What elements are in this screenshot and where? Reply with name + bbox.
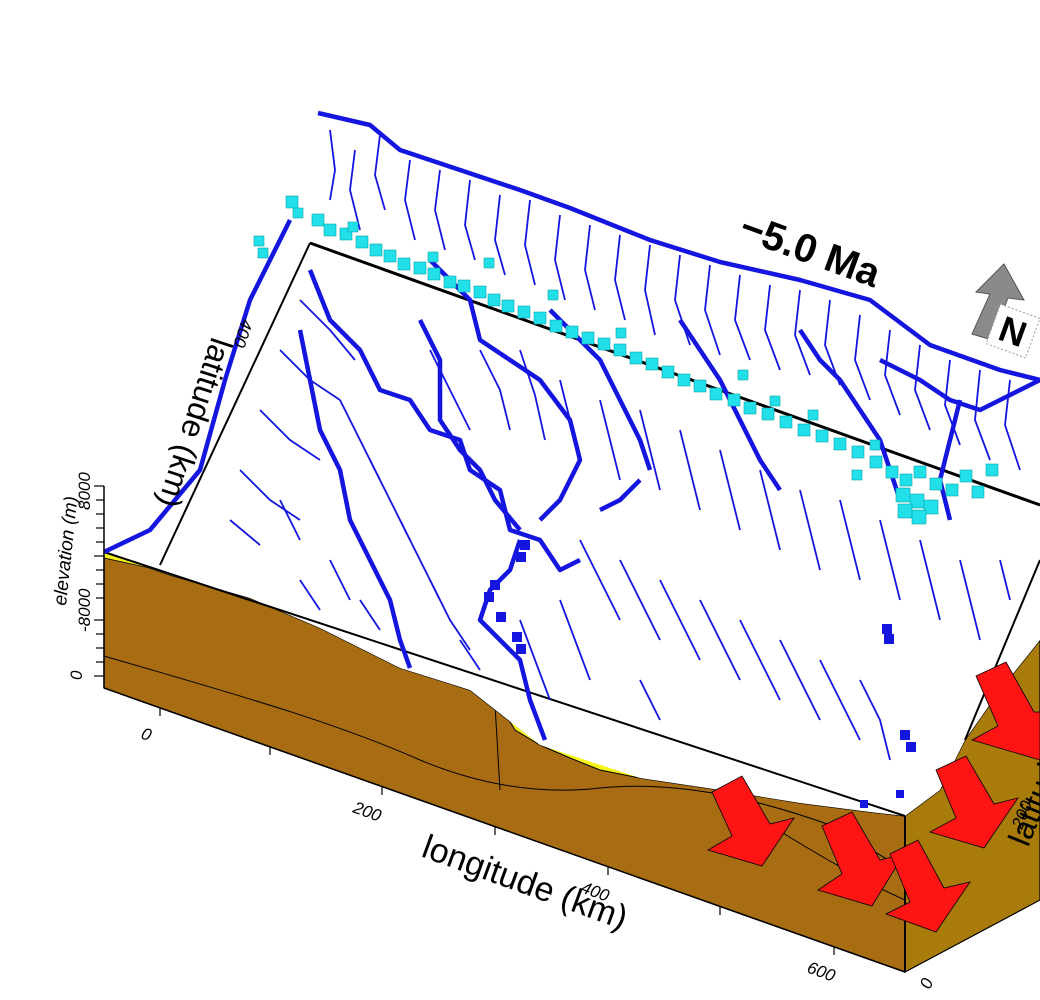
fault-line [494, 704, 501, 791]
red-arrow [928, 755, 1019, 849]
north-arrow: N [971, 263, 1040, 359]
river-tributaries [229, 129, 1021, 761]
red-arrow [817, 811, 905, 907]
longitude-axis-ticks [159, 708, 835, 955]
time-label-box [732, 203, 898, 300]
box-edge-front [103, 551, 906, 817]
box-edge-left [159, 242, 311, 566]
coastline [253, 195, 999, 525]
stratigraphy-line-2 [769, 824, 906, 901]
elevation-axis: 8000 -8000 0 elevation (m) [50, 472, 105, 688]
river-mouth-pixels [484, 540, 916, 808]
elevation-tick-neg8000: -8000 [75, 588, 94, 632]
top-surface [104, 113, 1040, 816]
longitude-tick-0: 0 [139, 724, 155, 745]
red-arrow [884, 839, 971, 933]
box-edge-right [964, 559, 1040, 741]
longitude-tick-600: 600 [805, 958, 839, 986]
elevation-tick-8000: 8000 [75, 472, 94, 510]
red-arrow [706, 775, 795, 867]
longitude-axis-line [103, 687, 906, 973]
latitude-tick-0: 0 [916, 975, 937, 991]
elevation-axis-ticks [94, 485, 104, 677]
longitude-tick-200: 200 [350, 798, 385, 826]
red-arrow [970, 661, 1040, 761]
convergence-arrows [706, 661, 1040, 933]
elevation-tick-0: 0 [67, 670, 86, 680]
box-edge-back [309, 241, 1040, 507]
north-label-box [985, 303, 1040, 359]
